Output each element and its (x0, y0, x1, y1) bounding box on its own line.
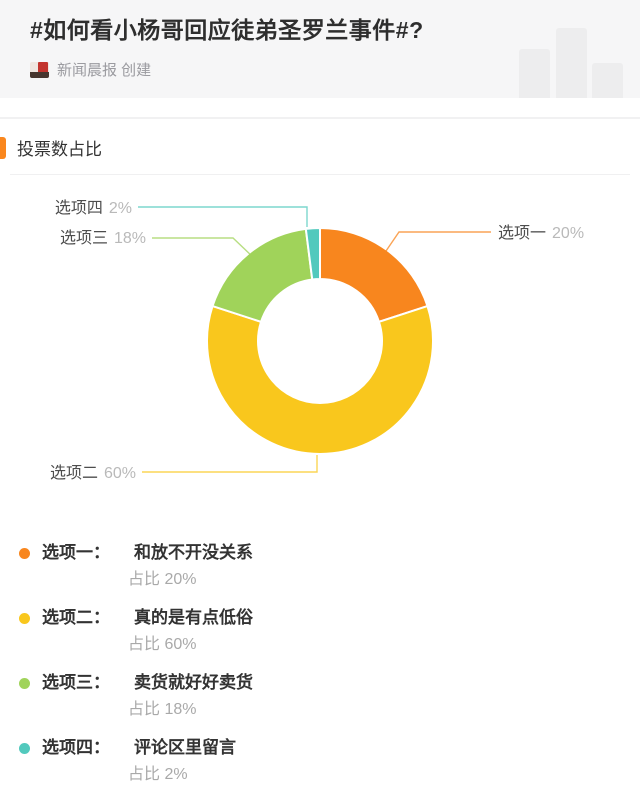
legend-ratio-label: 占比 20% (128, 571, 197, 588)
decorative-bar (592, 63, 623, 98)
poll-options-legend: 选项一： 和放不开没关系占比 20% 选项二： 真的是有点低俗占比 60% 选项三： 卖货… (19, 541, 620, 797)
decorative-bar (556, 28, 587, 98)
legend-ratio-label: 占比 18% (128, 701, 197, 718)
legend-option-name: 选项二： (42, 608, 110, 627)
slice-label-3: 选项三 18% (60, 229, 146, 247)
label-line-1 (385, 231, 491, 252)
legend-item-2: 选项二： 真的是有点低俗占比 60% (19, 606, 620, 655)
section-header: 投票数占比 (0, 136, 102, 159)
legend-item-3: 选项三： 卖货就好好卖货占比 18% (19, 671, 620, 720)
donut-slice-4[interactable] (304, 227, 321, 281)
slice-label-1: 选项一 20% (498, 224, 584, 242)
poll-header: #如何看小杨哥回应徒弟圣罗兰事件#? 新闻晨报 创建 (0, 0, 640, 98)
creator-row: 新闻晨报 创建 (30, 59, 151, 80)
donut-slice-1[interactable] (319, 227, 429, 323)
label-line-2 (142, 455, 318, 473)
legend-option-row: 选项三： 卖货就好好卖货 (19, 671, 620, 695)
legend-item-1: 选项一： 和放不开没关系占比 20% (19, 541, 620, 590)
legend-option-row: 选项二： 真的是有点低俗 (19, 606, 620, 630)
legend-option-row: 选项一： 和放不开没关系 (19, 541, 620, 565)
creator-label: 新闻晨报 创建 (57, 62, 152, 79)
creator-avatar-icon (30, 61, 49, 78)
legend-option-name: 选项三： (42, 673, 110, 692)
donut-slice-2[interactable] (206, 305, 434, 455)
avatar-dark-block (30, 71, 49, 78)
label-line-3 (152, 237, 255, 259)
legend-ratio-label: 占比 60% (128, 636, 197, 653)
donut-slice-3[interactable] (211, 227, 314, 323)
legend-dot-icon (19, 742, 30, 754)
legend-dot-icon (19, 547, 30, 559)
decorative-bar (519, 49, 550, 98)
label-line-4 (138, 206, 308, 227)
poll-title: #如何看小杨哥回应徒弟圣罗兰事件#? (30, 17, 424, 43)
section-title: 投票数占比 (17, 140, 102, 159)
legend-ratio-label: 占比 2% (128, 766, 188, 783)
legend-option-row: 选项四： 评论区里留言 (19, 736, 620, 760)
section-divider (10, 174, 630, 175)
legend-option-text: 评论区里留言 (134, 738, 236, 757)
slice-label-2: 选项二 60% (50, 464, 136, 482)
section-accent-bar (0, 136, 6, 159)
legend-option-name: 选项一： (42, 543, 110, 562)
slice-label-4: 选项四 2% (55, 199, 132, 217)
legend-option-text: 和放不开没关系 (134, 543, 253, 562)
legend-option-text: 真的是有点低俗 (134, 608, 253, 627)
legend-option-text: 卖货就好好卖货 (134, 673, 253, 692)
legend-dot-icon (19, 677, 30, 689)
avatar-red-block (38, 61, 48, 73)
legend-item-4: 选项四： 评论区里留言占比 2% (19, 736, 620, 785)
donut-chart: 选项一 20% 选项二 60% 选项三 18% 选项四 2% (50, 199, 584, 482)
legend-dot-icon (19, 612, 30, 624)
header-divider (0, 117, 640, 119)
legend-option-name: 选项四： (42, 738, 110, 757)
